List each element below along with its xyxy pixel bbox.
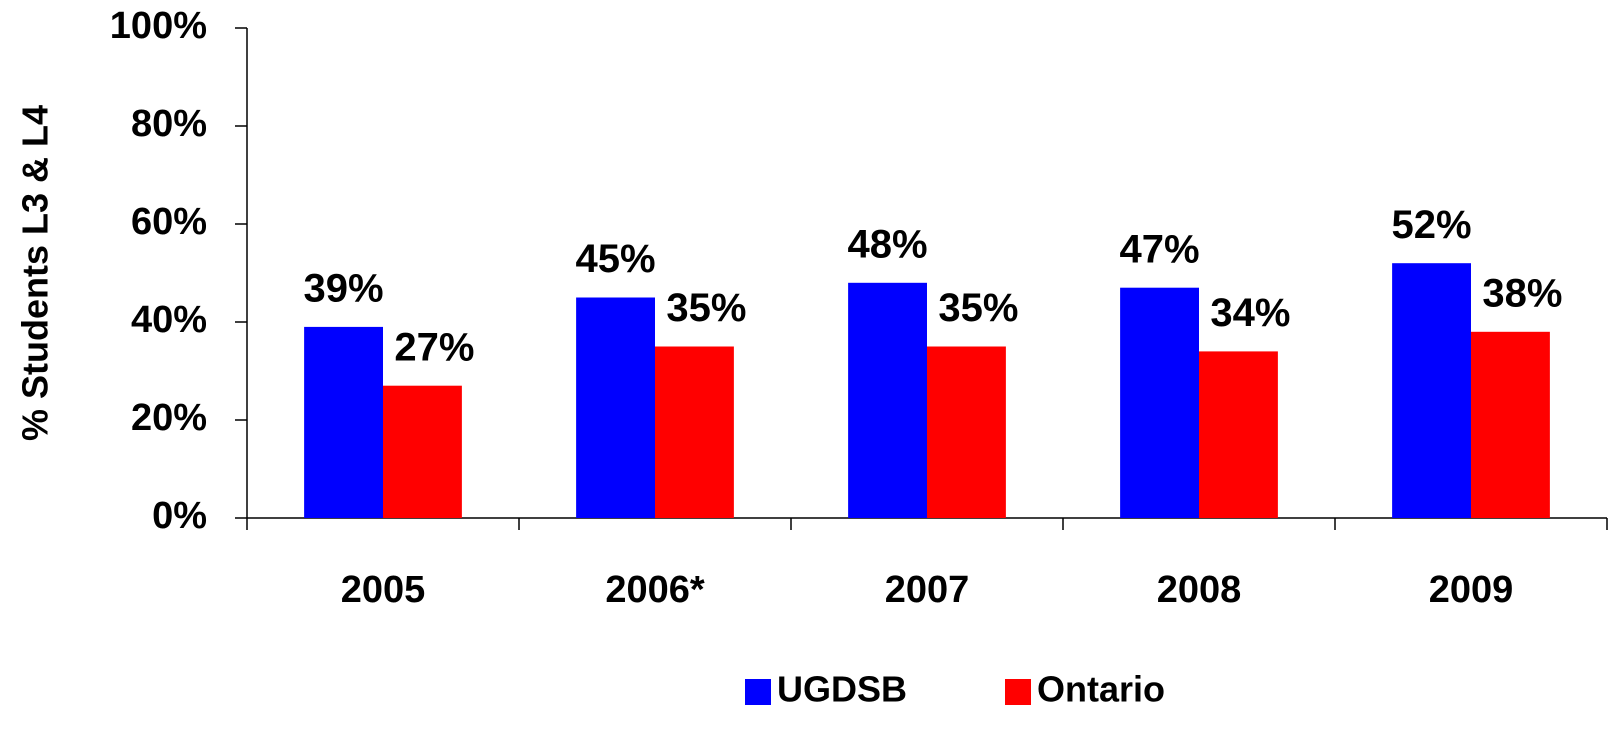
y-tick-label: 100% [110,5,207,47]
x-tick-label: 2005 [341,569,426,611]
legend-label: Ontario [1037,669,1165,710]
bar [1120,287,1199,518]
legend-swatch [745,679,771,705]
bar [1199,351,1278,518]
y-tick-label: 0% [152,495,207,537]
x-tick-label: 2009 [1429,569,1514,611]
legend-swatch [1005,679,1031,705]
x-tick-label: 2007 [885,569,970,611]
value-label: 48% [848,222,928,266]
value-label: 35% [938,286,1018,330]
value-label: 47% [1120,227,1200,271]
value-label: 39% [304,266,384,310]
bar [304,326,383,518]
x-tick-label: 2008 [1157,569,1242,611]
value-label: 34% [1210,291,1290,335]
bar [848,282,927,518]
bar [383,385,462,518]
value-label: 27% [394,325,474,369]
bar [1392,263,1471,518]
value-label: 35% [666,286,746,330]
y-tick-label: 80% [131,103,207,145]
value-label: 52% [1392,203,1472,247]
bar [927,346,1006,518]
value-label: 38% [1482,271,1562,315]
bar [1471,331,1550,518]
legend-label: UGDSB [777,669,907,710]
value-label: 45% [576,237,656,281]
y-axis-title: % Students L3 & L4 [15,105,56,441]
bar [655,346,734,518]
bar [576,297,655,518]
x-tick-label: 2006* [605,569,705,611]
y-tick-label: 20% [131,397,207,439]
y-tick-label: 40% [131,299,207,341]
y-tick-label: 60% [131,201,207,243]
